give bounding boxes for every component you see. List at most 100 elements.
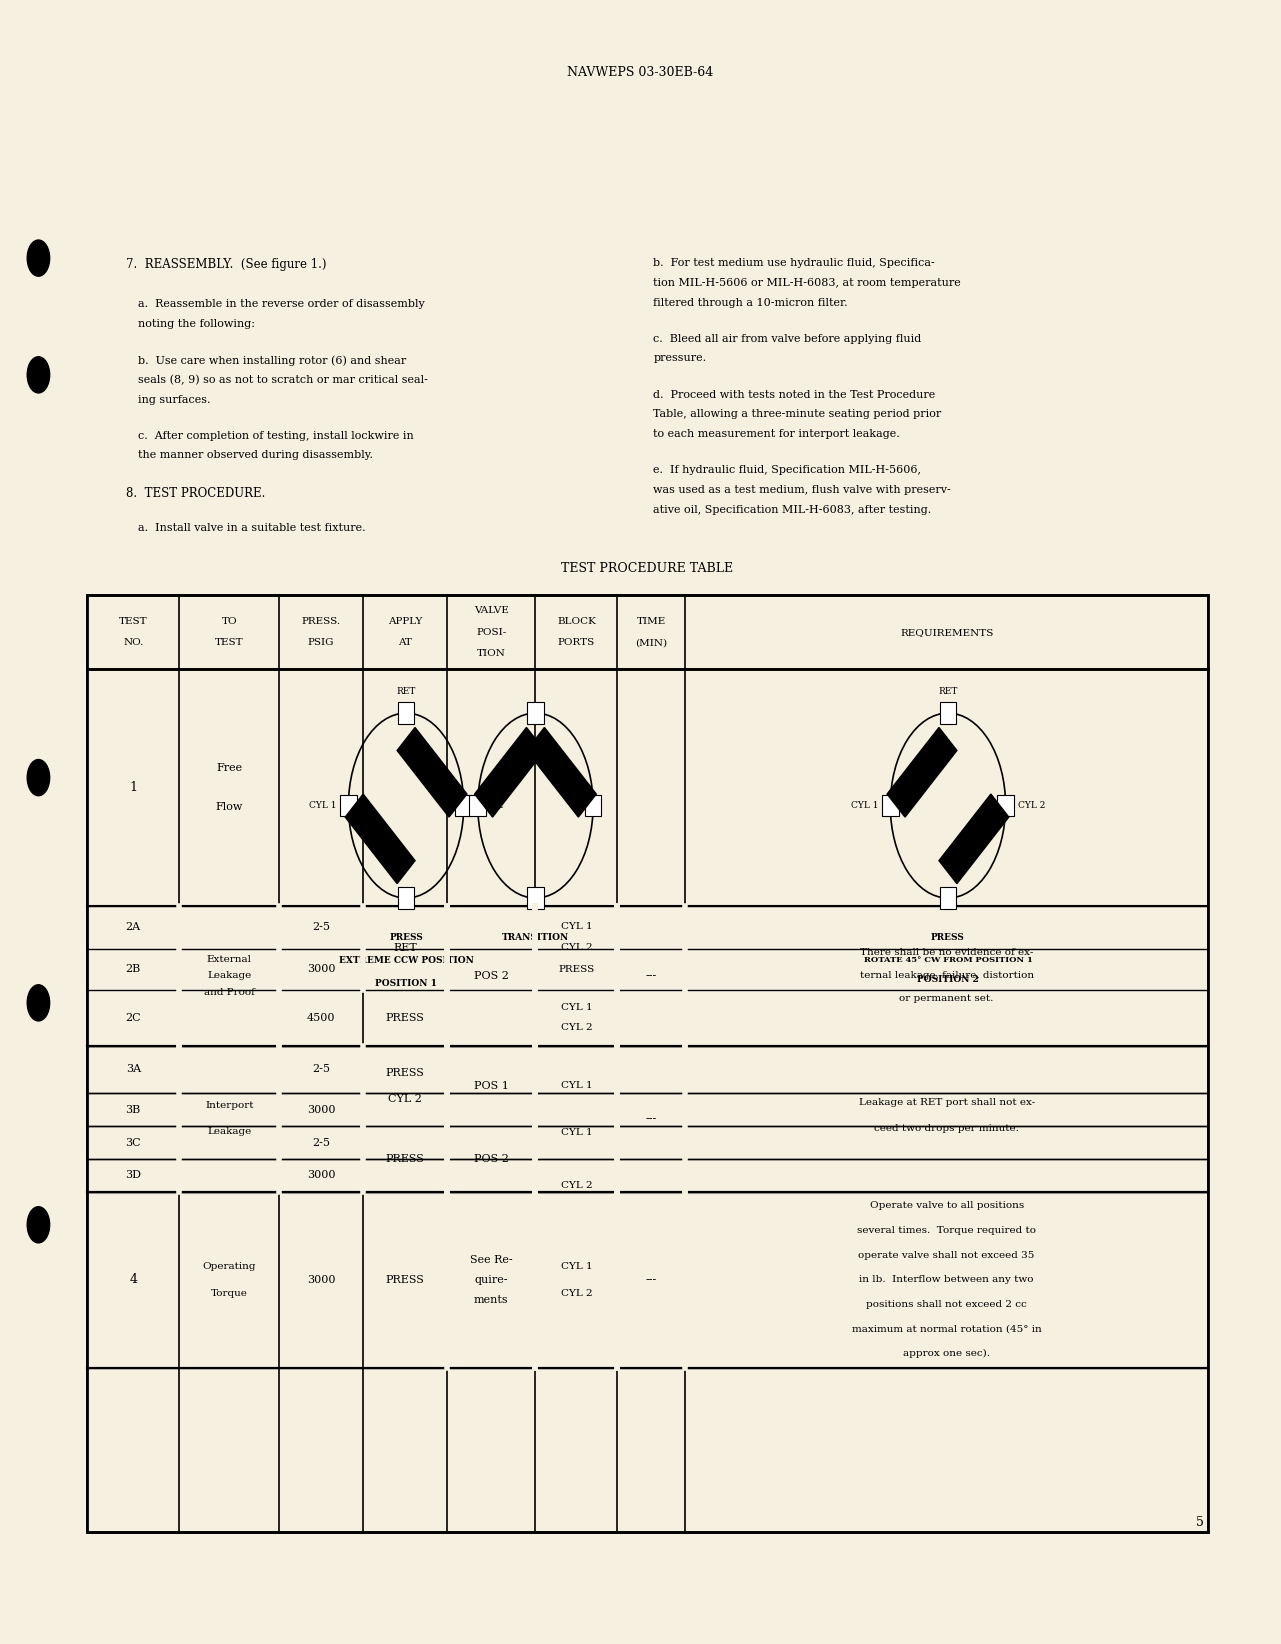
Text: CYL 1: CYL 1: [561, 922, 592, 931]
Text: CYL 1: CYL 1: [561, 1263, 592, 1271]
Text: PSIG: PSIG: [307, 638, 334, 648]
Ellipse shape: [27, 240, 50, 276]
Text: a.  Install valve in a suitable test fixture.: a. Install valve in a suitable test fixt…: [138, 523, 366, 533]
Text: AT: AT: [398, 638, 411, 648]
Text: c.  After completion of testing, install lockwire in: c. After completion of testing, install …: [138, 431, 414, 441]
Text: ---: ---: [646, 1113, 657, 1124]
Text: PRESS.: PRESS.: [301, 616, 341, 626]
Text: 5: 5: [1196, 1516, 1204, 1529]
Text: to each measurement for interport leakage.: to each measurement for interport leakag…: [653, 429, 901, 439]
Text: c.  Bleed all air from valve before applying fluid: c. Bleed all air from valve before apply…: [653, 334, 921, 344]
Text: ative oil, Specification MIL-H-6083, after testing.: ative oil, Specification MIL-H-6083, aft…: [653, 505, 931, 515]
Text: (MIN): (MIN): [635, 638, 667, 648]
Text: 3B: 3B: [126, 1105, 141, 1115]
Text: 7.  REASSEMBLY.  (See figure 1.): 7. REASSEMBLY. (See figure 1.): [126, 258, 327, 271]
Text: quire-: quire-: [474, 1274, 509, 1286]
Text: 3D: 3D: [126, 1171, 141, 1180]
Text: External: External: [206, 955, 252, 963]
Text: Torque: Torque: [211, 1289, 247, 1297]
Polygon shape: [886, 727, 957, 817]
Text: operate valve shall not exceed 35: operate valve shall not exceed 35: [858, 1251, 1035, 1259]
Bar: [881, 794, 899, 815]
Text: RET: RET: [938, 687, 958, 695]
Text: 2-5: 2-5: [311, 1138, 330, 1148]
Text: Leakage: Leakage: [208, 972, 251, 980]
Text: Free: Free: [216, 763, 242, 773]
Bar: [528, 702, 543, 723]
Text: CYL 2: CYL 2: [561, 1289, 592, 1297]
Text: PRESS: PRESS: [389, 932, 423, 942]
Text: 8.  TEST PROCEDURE.: 8. TEST PROCEDURE.: [126, 487, 265, 500]
Text: CYL 1: CYL 1: [561, 1128, 592, 1138]
Text: a.  Reassemble in the reverse order of disassembly: a. Reassemble in the reverse order of di…: [138, 299, 425, 309]
Text: CYL 2: CYL 2: [561, 1023, 592, 1032]
Text: e.  If hydraulic fluid, Specification MIL-H-5606,: e. If hydraulic fluid, Specification MIL…: [653, 465, 921, 475]
Text: REQUIREMENTS: REQUIREMENTS: [901, 628, 993, 636]
Text: POSITION 2: POSITION 2: [917, 975, 979, 985]
Text: filtered through a 10-micron filter.: filtered through a 10-micron filter.: [653, 298, 848, 307]
Text: PRESS: PRESS: [931, 932, 965, 942]
Text: CYL 2: CYL 2: [1017, 801, 1045, 810]
Text: TEST: TEST: [215, 638, 243, 648]
Text: TRANSITION: TRANSITION: [502, 932, 569, 942]
Text: PRESS: PRESS: [386, 1154, 424, 1164]
Text: Leakage at RET port shall not ex-: Leakage at RET port shall not ex-: [858, 1098, 1035, 1106]
Bar: [584, 794, 602, 815]
Text: tion MIL-H-5606 or MIL-H-6083, at room temperature: tion MIL-H-5606 or MIL-H-6083, at room t…: [653, 278, 961, 288]
Text: 2C: 2C: [126, 1013, 141, 1023]
Text: pressure.: pressure.: [653, 353, 706, 363]
Polygon shape: [474, 727, 544, 817]
Text: CYL 2: CYL 2: [477, 801, 503, 810]
Text: b.  Use care when installing rotor (6) and shear: b. Use care when installing rotor (6) an…: [138, 355, 406, 365]
Text: NAVWEPS 03-30EB-64: NAVWEPS 03-30EB-64: [567, 66, 714, 79]
Text: CYL 1: CYL 1: [561, 1082, 592, 1090]
Text: There shall be no evidence of ex-: There shall be no evidence of ex-: [860, 949, 1034, 957]
Text: POSI-: POSI-: [477, 628, 506, 636]
Text: Operate valve to all positions: Operate valve to all positions: [870, 1202, 1024, 1210]
Text: POSITION 1: POSITION 1: [375, 978, 437, 988]
Text: PRESS: PRESS: [386, 1067, 424, 1078]
Bar: [940, 702, 956, 723]
Text: b.  For test medium use hydraulic fluid, Specifica-: b. For test medium use hydraulic fluid, …: [653, 258, 935, 268]
Text: 2-5: 2-5: [311, 922, 330, 932]
Polygon shape: [526, 727, 597, 817]
Text: d.  Proceed with tests noted in the Test Procedure: d. Proceed with tests noted in the Test …: [653, 390, 935, 399]
Text: PORTS: PORTS: [557, 638, 596, 648]
Text: TIME: TIME: [637, 616, 666, 626]
Text: PRESS: PRESS: [386, 1274, 424, 1286]
Ellipse shape: [27, 985, 50, 1021]
Text: TION: TION: [477, 649, 506, 658]
Bar: [998, 794, 1015, 815]
Text: Flow: Flow: [215, 802, 243, 812]
Text: ROTATE 45° CW FROM POSITION 1: ROTATE 45° CW FROM POSITION 1: [863, 955, 1032, 963]
Text: 4500: 4500: [306, 1013, 336, 1023]
Text: TEST: TEST: [119, 616, 147, 626]
Text: CYL 2: CYL 2: [561, 1180, 592, 1190]
Text: ing surfaces.: ing surfaces.: [138, 395, 211, 404]
Bar: [397, 702, 415, 723]
Text: 3A: 3A: [126, 1064, 141, 1075]
Text: TEST PROCEDURE TABLE: TEST PROCEDURE TABLE: [561, 562, 733, 575]
Polygon shape: [397, 727, 468, 817]
Text: PRESS: PRESS: [559, 965, 594, 973]
Text: POS 2: POS 2: [474, 1154, 509, 1164]
Text: RET: RET: [396, 687, 416, 695]
Text: ---: ---: [646, 970, 657, 981]
Bar: [341, 794, 356, 815]
Text: CYL 1: CYL 1: [561, 1003, 592, 1013]
Text: ---: ---: [646, 1274, 657, 1286]
Text: 2-5: 2-5: [311, 1064, 330, 1075]
Text: VALVE: VALVE: [474, 607, 509, 615]
Text: maximum at normal rotation (45° in: maximum at normal rotation (45° in: [852, 1325, 1041, 1333]
Text: 2A: 2A: [126, 922, 141, 932]
Text: APPLY: APPLY: [388, 616, 421, 626]
Text: 1: 1: [129, 781, 137, 794]
Text: 2B: 2B: [126, 963, 141, 975]
Text: positions shall not exceed 2 cc: positions shall not exceed 2 cc: [866, 1300, 1027, 1309]
Text: Leakage: Leakage: [208, 1128, 251, 1136]
Ellipse shape: [27, 1207, 50, 1243]
Text: 3000: 3000: [306, 963, 336, 975]
Text: TO: TO: [222, 616, 237, 626]
Text: PRESS: PRESS: [386, 1013, 424, 1023]
Text: seals (8, 9) so as not to scratch or mar critical seal-: seals (8, 9) so as not to scratch or mar…: [138, 375, 428, 385]
